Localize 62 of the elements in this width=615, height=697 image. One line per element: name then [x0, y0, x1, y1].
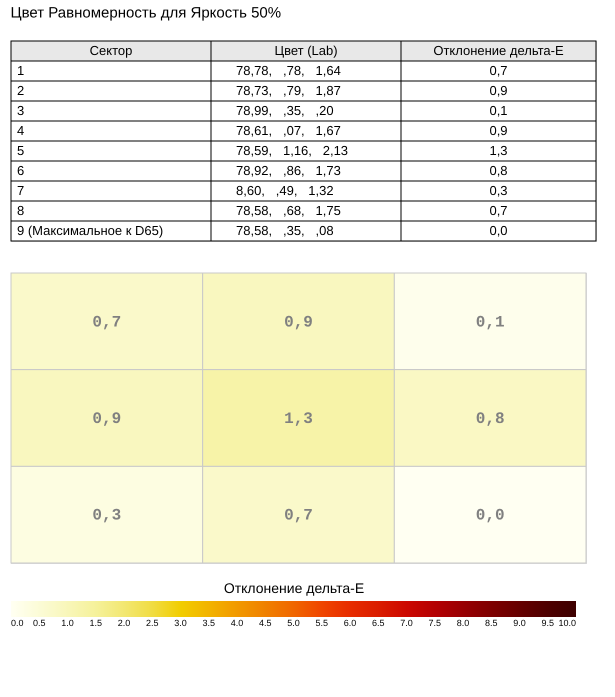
- text: 0,3: [489, 183, 508, 198]
- text: 0,1: [489, 103, 508, 118]
- text: 78,59, 1,16, 2,13: [236, 143, 348, 158]
- text: 0,0: [489, 223, 508, 238]
- text: 0,8: [489, 163, 508, 178]
- text: 78,61, ,07, 1,67: [236, 123, 341, 138]
- data-label: 0,0: [476, 506, 505, 525]
- color-bar-label: 5.0: [287, 618, 300, 628]
- data-label: 0,3: [92, 506, 122, 525]
- color-bar-label: 9.5: [541, 618, 554, 628]
- text: 8: [17, 203, 24, 218]
- data-label: 0,9: [92, 410, 122, 428]
- text: 78,92, ,86, 1,73: [236, 163, 341, 178]
- color-bar-label: 4.5: [258, 618, 272, 628]
- data-label: 0,7: [92, 313, 122, 332]
- color-bar-label: 6.0: [344, 618, 356, 628]
- text: 7: [17, 183, 24, 198]
- text: 9 (Максимальное к D65): [17, 223, 164, 238]
- color-bar-label: 2.5: [146, 618, 159, 628]
- text: 5: [17, 143, 24, 158]
- color-bar-label: 3.5: [202, 618, 216, 628]
- text: 0,9: [489, 83, 508, 98]
- text: 78,73, ,79, 1,87: [236, 83, 341, 98]
- text: 0,7: [489, 203, 508, 218]
- text: 78,58, ,35, ,08: [236, 223, 334, 238]
- data-label: 0,1: [476, 313, 505, 332]
- text: 0,7: [489, 63, 508, 78]
- color-bar-label: 0.5: [32, 618, 46, 628]
- text: 78,58, ,68, 1,75: [236, 203, 341, 218]
- text: Отклонение дельта-E: [433, 43, 564, 58]
- text: 78,78, ,78, 1,64: [236, 63, 341, 78]
- color-bar-label: 1.5: [89, 618, 102, 628]
- text: 0,9: [489, 123, 508, 138]
- text: 1: [17, 63, 24, 78]
- color-bar-label: 4.0: [230, 618, 244, 628]
- text: 1,3: [489, 143, 508, 158]
- color-bar-label: 9.0: [513, 618, 526, 628]
- color-bar-label: 6.5: [372, 618, 385, 628]
- color-bar-label: 1.0: [61, 618, 74, 628]
- data-label: 0,7: [284, 506, 313, 525]
- color-bar-title: Отклонение дельта-E: [224, 580, 364, 596]
- color-bar-label: 7.0: [400, 618, 413, 628]
- color-bar-label: 8.5: [484, 618, 498, 628]
- data-label: 0,8: [476, 410, 505, 428]
- color-bar-label: 10.0: [558, 618, 576, 628]
- text: 78,99, ,35, ,20: [236, 103, 334, 118]
- chart-title: Цвет Равномерность для Яркость 50%: [10, 4, 282, 22]
- text: Цвет (Lab): [274, 43, 338, 58]
- text: Сектор: [90, 43, 132, 58]
- color-bar-label: 8.0: [456, 618, 470, 628]
- color-bar-label: 2.0: [118, 618, 130, 628]
- color-bar-label: 5.5: [315, 618, 328, 628]
- text: 3: [17, 103, 24, 118]
- data-label: 0,9: [284, 313, 313, 332]
- text: 2: [17, 83, 24, 98]
- color-bar-label: 7.5: [428, 618, 442, 628]
- text: 4: [17, 123, 24, 138]
- text: 8,60, ,49, 1,32: [236, 183, 334, 198]
- text: 6: [17, 163, 24, 178]
- data-label: 1,3: [284, 410, 313, 428]
- color-bar-label: 3.0: [174, 618, 187, 628]
- color-bar-label: 0.0: [11, 618, 24, 628]
